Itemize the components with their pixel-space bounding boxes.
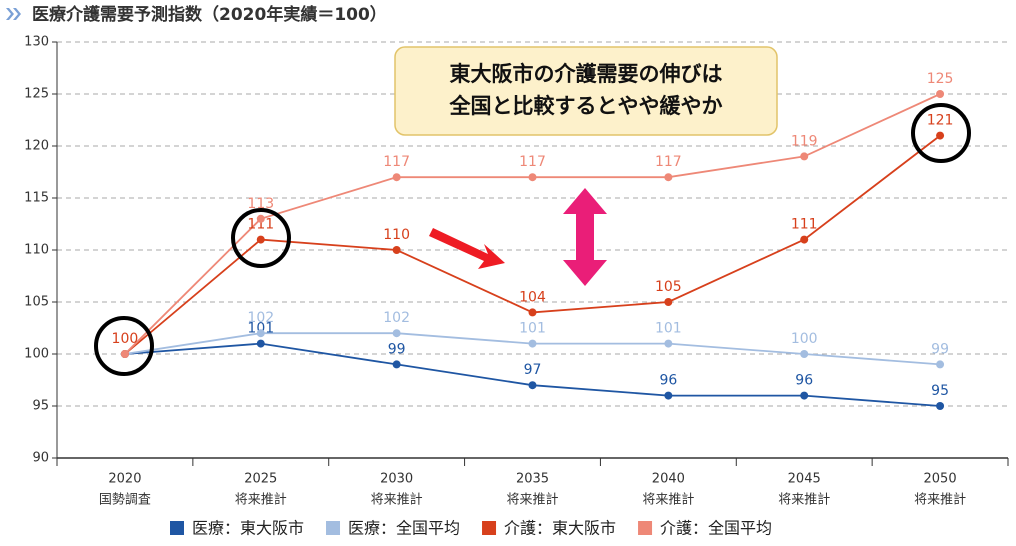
legend-swatch: [326, 521, 341, 535]
y-tick-label: 120: [24, 139, 49, 154]
y-tick-label: 110: [24, 243, 49, 258]
x-tick-label: 2030: [380, 472, 413, 487]
value-label: 100: [791, 331, 818, 347]
value-label: 101: [247, 321, 274, 337]
point: [800, 152, 809, 161]
value-label: 96: [795, 373, 813, 389]
value-label: 99: [931, 341, 949, 357]
x-tick-label: 2045: [788, 472, 821, 487]
point: [800, 350, 809, 358]
value-label: 104: [519, 289, 546, 305]
x-tick-sublabel: 将来推計: [371, 492, 423, 508]
title-icon: [6, 8, 21, 20]
point: [528, 339, 537, 348]
x-tick-sublabel: 将来推計: [506, 492, 558, 508]
point: [664, 173, 673, 182]
value-label: 95: [931, 383, 949, 399]
value-label: 110: [383, 227, 410, 243]
point: [800, 391, 809, 400]
legend-swatch: [170, 521, 184, 535]
callout-box: [394, 46, 778, 136]
point: [936, 131, 945, 140]
legend-label: 医療：全国平均: [348, 519, 460, 538]
x-tick-label: 2050: [924, 472, 957, 487]
legend-label: 医療：東大阪市: [192, 519, 304, 538]
point: [256, 339, 265, 348]
y-tick-label: 125: [24, 87, 49, 102]
x-tick-label: 2025: [244, 472, 277, 487]
x-tick-sublabel: 将来推計: [778, 492, 830, 508]
point: [120, 350, 129, 358]
legend-label: 介護：全国平均: [660, 519, 772, 538]
x-tick-sublabel: 将来推計: [235, 492, 287, 508]
y-tick-label: 95: [32, 399, 49, 414]
x-tick-sublabel: 将来推計: [914, 492, 966, 508]
gap-arrow: [563, 188, 607, 286]
plot: 90 95 100 105 110 115 120 125 130 2020 国勢調査 2025 将来推…: [24, 35, 1009, 508]
point: [664, 298, 673, 306]
value-label: 119: [791, 133, 818, 149]
value-label: 113: [247, 196, 274, 212]
legend-swatch: [638, 521, 653, 535]
highlight-circles: [94, 103, 971, 376]
value-label: 117: [655, 154, 682, 170]
point: [664, 339, 673, 348]
point: [936, 402, 945, 410]
y-tick-label: 100: [24, 347, 49, 362]
callout-text: 東大阪市の介護需要の伸びは: [450, 62, 723, 86]
value-label: 102: [247, 310, 274, 326]
chart-title: 医療介護需要予測指数（2020年実績＝100）: [32, 4, 387, 25]
point: [256, 214, 265, 223]
value-label: 101: [655, 321, 682, 337]
point: [256, 235, 265, 244]
value-label: 121: [927, 113, 954, 129]
trend-arrow: [429, 228, 505, 269]
point: [800, 235, 809, 244]
point: [392, 246, 401, 254]
point: [528, 308, 537, 317]
y-tick-label: 130: [24, 35, 49, 50]
y-tick-label: 115: [24, 191, 49, 206]
value-label: 117: [383, 154, 410, 170]
x-tick-sublabel: 国勢調査: [99, 493, 151, 508]
value-label: 102: [383, 310, 410, 326]
x-tick-sublabel: 将来推計: [642, 492, 694, 508]
value-label: 111: [247, 217, 274, 233]
y-tick-label: 90: [32, 451, 49, 466]
point: [664, 391, 673, 400]
y-tick-label: 105: [24, 295, 49, 310]
callout-text: 全国と比較するとやや緩やか: [449, 94, 723, 118]
point: [392, 329, 401, 338]
point: [528, 381, 537, 390]
point: [392, 360, 401, 369]
x-tick-label: 2035: [516, 472, 549, 487]
value-label: 111: [791, 217, 818, 233]
point: [256, 329, 265, 338]
value-label: 97: [524, 362, 542, 378]
callout: 東大阪市の介護需要の伸びは 全国と比較するとやや緩やか: [394, 46, 778, 136]
value-label: 117: [519, 154, 546, 170]
series-line: [124, 332, 941, 366]
x-tick-label: 2020: [108, 472, 141, 487]
point: [528, 173, 537, 182]
value-label: 101: [519, 321, 546, 337]
legend-label: 介護：東大阪市: [504, 519, 616, 538]
point: [392, 173, 401, 182]
legend-swatch: [482, 521, 497, 535]
value-label: 100: [112, 331, 139, 347]
legend: 医療：東大阪市 医療：全国平均 介護：東大阪市 介護：全国平均: [170, 519, 772, 538]
x-tick-label: 2040: [652, 472, 685, 487]
value-label: 99: [388, 341, 406, 357]
point: [936, 90, 945, 98]
value-label: 96: [659, 373, 677, 389]
value-label: 125: [927, 71, 954, 87]
point: [936, 360, 945, 369]
value-label: 105: [655, 279, 682, 295]
